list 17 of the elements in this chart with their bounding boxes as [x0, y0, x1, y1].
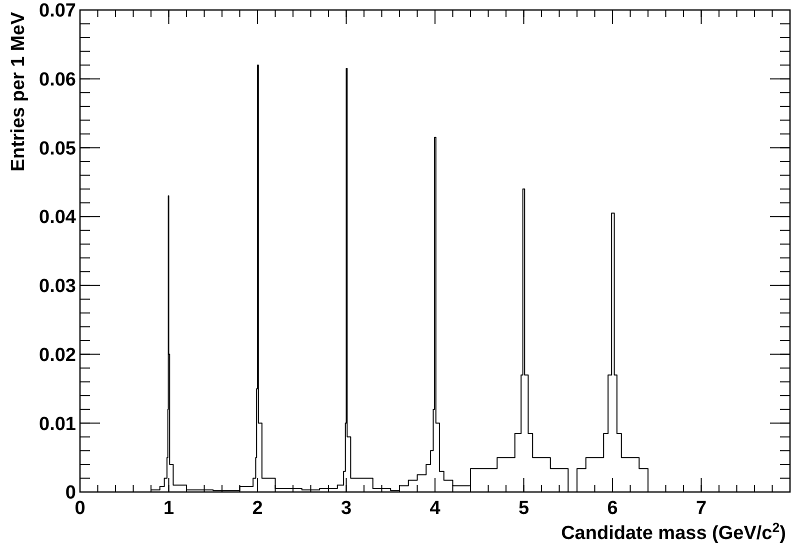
y-tick-label: 0.04: [39, 207, 76, 228]
x-axis-title: Candidate mass (GeV/c$^{2}$): [561, 520, 786, 544]
x-tick-label: 4: [430, 498, 441, 519]
x-tick-label: 2: [252, 498, 263, 519]
y-tick-label: 0.03: [39, 276, 76, 298]
y-tick-label: 0.07: [39, 0, 76, 22]
x-tick-label: 6: [607, 498, 618, 519]
x-tick-label: 1: [163, 498, 174, 519]
x-tick-label: 7: [696, 498, 707, 519]
y-tick-label: 0.05: [39, 138, 76, 160]
y-tick-label: 0.01: [39, 414, 76, 435]
x-tick-label: 5: [518, 498, 530, 519]
y-tick-label: 0: [65, 482, 76, 504]
y-axis-title: Entries per 1 MeV: [8, 12, 29, 172]
x-tick-label: 3: [340, 498, 352, 519]
y-tick-label: 0.06: [39, 70, 76, 91]
y-tick-label: 0.02: [39, 344, 76, 366]
